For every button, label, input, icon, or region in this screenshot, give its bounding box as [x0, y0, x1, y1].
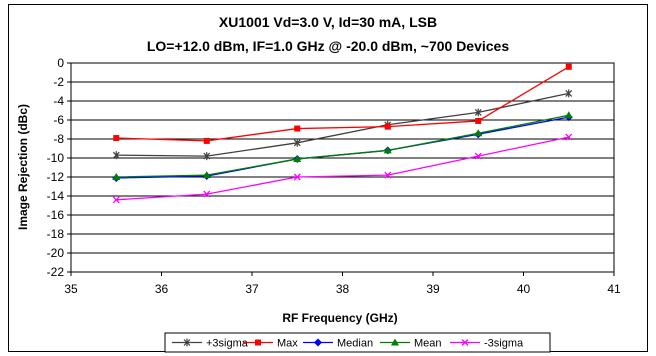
data-point [112, 151, 120, 160]
y-tick-label: -22 [47, 265, 65, 279]
y-tick-label: -18 [47, 227, 65, 241]
data-point [474, 152, 482, 160]
legend-label: Mean [414, 338, 442, 350]
y-tick-label: -8 [53, 132, 64, 146]
data-point [112, 196, 120, 204]
x-tick-label: 38 [336, 282, 350, 296]
data-point [565, 133, 573, 141]
x-tick-label: 35 [64, 282, 78, 296]
series-0 [112, 89, 573, 161]
series-line [116, 92, 569, 157]
data-point [203, 137, 210, 144]
x-tick-label: 37 [245, 282, 259, 296]
legend-item: Mean [380, 338, 442, 350]
data-point [202, 171, 211, 179]
x-tick-label: 41 [607, 282, 621, 296]
data-point [565, 89, 573, 98]
y-tick-label: -2 [53, 75, 64, 89]
data-point [294, 125, 301, 132]
data-point [474, 129, 483, 137]
series-3 [112, 111, 573, 180]
legend-swatch-marker [183, 338, 191, 347]
data-point [203, 190, 211, 198]
legend-label: Median [337, 338, 373, 350]
legend-label: +3sigma [206, 338, 249, 350]
y-tick-label: -14 [47, 189, 65, 203]
legend-item: -3sigma [450, 338, 524, 350]
legend-swatch-marker [391, 338, 399, 346]
series-line [116, 114, 569, 178]
series-line [116, 116, 569, 179]
y-tick-label: -4 [53, 94, 64, 108]
legend-item: Max [243, 338, 298, 350]
data-point [564, 111, 573, 119]
y-axis-label: Image Rejection (dBc) [16, 104, 30, 230]
legend-swatch-marker [314, 338, 322, 347]
legend-item: +3sigma [172, 338, 249, 350]
chart-title-line2: LO=+12.0 dBm, IF=1.0 GHz @ -20.0 dBm, ~7… [147, 38, 509, 54]
x-tick-label: 39 [426, 282, 440, 296]
data-point [112, 173, 121, 180]
data-point [293, 154, 302, 162]
series-line [116, 66, 570, 142]
legend: +3sigma Max Median Mean -3sigma [164, 332, 551, 353]
legend-label: -3sigma [484, 338, 524, 350]
series-4 [112, 133, 573, 204]
data-point [383, 146, 392, 154]
data-point [474, 108, 482, 117]
plot-border [70, 62, 615, 273]
legend-box [164, 332, 551, 353]
data-point [293, 173, 301, 181]
x-axis-label: RF Frequency (GHz) [282, 311, 397, 325]
chart-title-line1: XU1001 Vd=3.0 V, Id=30 mA, LSB [219, 14, 437, 30]
y-tick-label: -10 [47, 151, 65, 165]
data-point [293, 138, 301, 147]
x-tick-label: 40 [517, 282, 531, 296]
data-point [565, 63, 572, 70]
y-tick-label: -12 [47, 170, 65, 184]
data-point [384, 171, 392, 179]
legend-swatch-marker [461, 339, 469, 346]
plot-area: 0 -2 -4 -6 -8 -10 -12 -14 -16 -18 -20 -22 35 36 37 38 39… [47, 56, 621, 296]
y-tick-label: -20 [47, 246, 65, 260]
series-line [116, 136, 569, 201]
y-tick-label: -6 [53, 113, 64, 127]
legend-item: Median [303, 338, 373, 350]
y-tick-label: 0 [57, 56, 64, 70]
y-tick-label: -16 [47, 208, 65, 222]
x-tick-label: 36 [155, 282, 169, 296]
series-1 [113, 63, 572, 144]
legend-label: Max [277, 338, 298, 350]
legend-swatch-marker [255, 339, 261, 346]
data-point [475, 117, 482, 124]
data-point [384, 123, 391, 130]
data-point [113, 135, 120, 142]
series-2 [112, 113, 573, 182]
data-point [203, 152, 211, 161]
